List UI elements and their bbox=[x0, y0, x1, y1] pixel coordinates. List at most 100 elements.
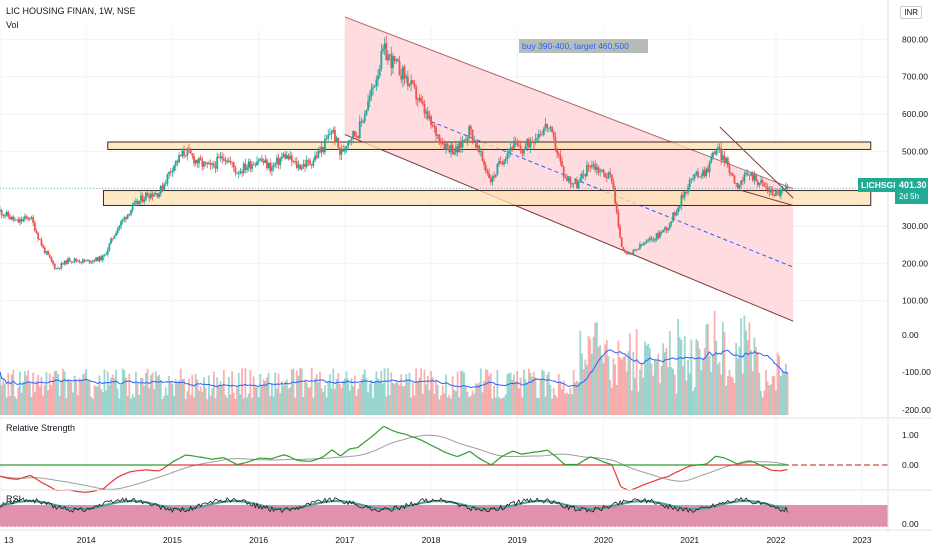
candle-body bbox=[357, 136, 360, 138]
candle-body bbox=[707, 168, 709, 173]
volume-bar bbox=[493, 385, 495, 415]
volume-bar bbox=[247, 393, 250, 415]
volume-bar bbox=[211, 388, 214, 415]
candle-body bbox=[57, 267, 59, 269]
volume-bar bbox=[562, 380, 565, 415]
volume-bar bbox=[262, 379, 265, 415]
candle-body bbox=[47, 251, 49, 255]
volume-bar bbox=[126, 395, 129, 415]
volume-bar bbox=[113, 378, 116, 415]
candle-body bbox=[126, 214, 129, 220]
candle-body bbox=[334, 129, 336, 143]
candle-body bbox=[740, 180, 743, 185]
volume-bar bbox=[622, 356, 625, 415]
candle-body bbox=[529, 142, 532, 148]
candle-body bbox=[171, 170, 174, 172]
volume-bar bbox=[322, 391, 325, 415]
candle-body bbox=[395, 59, 398, 61]
candle-body bbox=[693, 174, 696, 179]
rs-axis-tick-label: 0.00 bbox=[902, 460, 919, 470]
volume-bar bbox=[673, 374, 676, 415]
candle-body bbox=[494, 174, 497, 178]
volume-bar bbox=[653, 359, 656, 415]
candle-body bbox=[527, 139, 530, 148]
candle-body bbox=[440, 142, 442, 144]
volume-bar bbox=[708, 355, 711, 415]
candle-body bbox=[469, 126, 472, 130]
time-axis-tick-label: 2017 bbox=[335, 535, 354, 545]
candle-body bbox=[599, 171, 602, 173]
candle-body bbox=[761, 180, 764, 183]
volume-bar bbox=[735, 342, 738, 415]
candle-body bbox=[203, 161, 205, 167]
volume-bar bbox=[325, 397, 328, 415]
candle-body bbox=[514, 140, 517, 142]
candle-body bbox=[720, 148, 723, 160]
candle-body bbox=[70, 261, 73, 263]
volume-bar bbox=[605, 339, 608, 415]
candle-body bbox=[546, 123, 549, 129]
time-axis-tick-label: 2022 bbox=[766, 535, 785, 545]
volume-bar bbox=[184, 399, 187, 415]
candle-body bbox=[365, 110, 368, 116]
candle-body bbox=[178, 155, 180, 163]
volume-bar bbox=[151, 372, 154, 415]
candle-body bbox=[471, 129, 474, 141]
candle-body bbox=[624, 249, 626, 253]
trade-note[interactable]: buy 390-400, target 460,500 bbox=[519, 39, 648, 53]
candle-body bbox=[324, 138, 326, 153]
candle-body bbox=[282, 154, 285, 157]
volume-bar bbox=[385, 396, 388, 415]
candle-body bbox=[743, 173, 746, 182]
volume-bar bbox=[209, 395, 212, 415]
candle-body bbox=[106, 249, 109, 255]
candle-body bbox=[164, 183, 167, 185]
candle-body bbox=[368, 96, 371, 102]
volume-bar bbox=[0, 385, 3, 415]
candle-body bbox=[501, 162, 504, 165]
candle-body bbox=[375, 79, 378, 87]
candle-body bbox=[367, 101, 369, 111]
candle-body bbox=[571, 183, 573, 185]
volume-bar bbox=[693, 387, 696, 415]
candle-body bbox=[214, 165, 217, 169]
candle-body bbox=[156, 193, 159, 197]
volume-bar bbox=[645, 345, 648, 415]
candle-body bbox=[118, 225, 121, 229]
candle-body bbox=[237, 173, 240, 175]
volume-bar bbox=[294, 397, 297, 415]
price-axis-tick-label: 100.00 bbox=[902, 296, 928, 306]
candle-body bbox=[264, 159, 267, 163]
candle-body bbox=[373, 86, 376, 88]
candle-body bbox=[43, 247, 46, 254]
volume-bar bbox=[20, 392, 23, 415]
volume-bar bbox=[498, 397, 500, 415]
volume-bar bbox=[121, 368, 124, 415]
currency-badge[interactable]: INR bbox=[900, 6, 922, 19]
price-axis-tick-label: 200.00 bbox=[902, 258, 928, 268]
volume-bar bbox=[95, 386, 98, 415]
volume-bar bbox=[106, 371, 109, 415]
volume-bar bbox=[753, 337, 756, 415]
volume-bar bbox=[204, 387, 207, 415]
price-axis-tick-label: 800.00 bbox=[902, 34, 928, 44]
volume-bar bbox=[9, 396, 11, 415]
candle-body bbox=[779, 190, 782, 196]
candle-body bbox=[269, 162, 272, 172]
candle-body bbox=[287, 155, 290, 160]
volume-bar bbox=[266, 377, 268, 415]
candle-body bbox=[499, 161, 502, 163]
candle-body bbox=[325, 138, 328, 140]
volume-bar bbox=[284, 381, 287, 415]
candle-body bbox=[756, 180, 759, 185]
volume-bar bbox=[12, 369, 15, 415]
candle-body bbox=[35, 231, 38, 234]
price-axis-tick-label: 600.00 bbox=[902, 109, 928, 119]
volume-bar bbox=[736, 358, 739, 415]
candle-body bbox=[692, 178, 694, 180]
volume-bar bbox=[334, 388, 336, 415]
volume-bar bbox=[337, 372, 340, 415]
candle-body bbox=[594, 164, 597, 170]
